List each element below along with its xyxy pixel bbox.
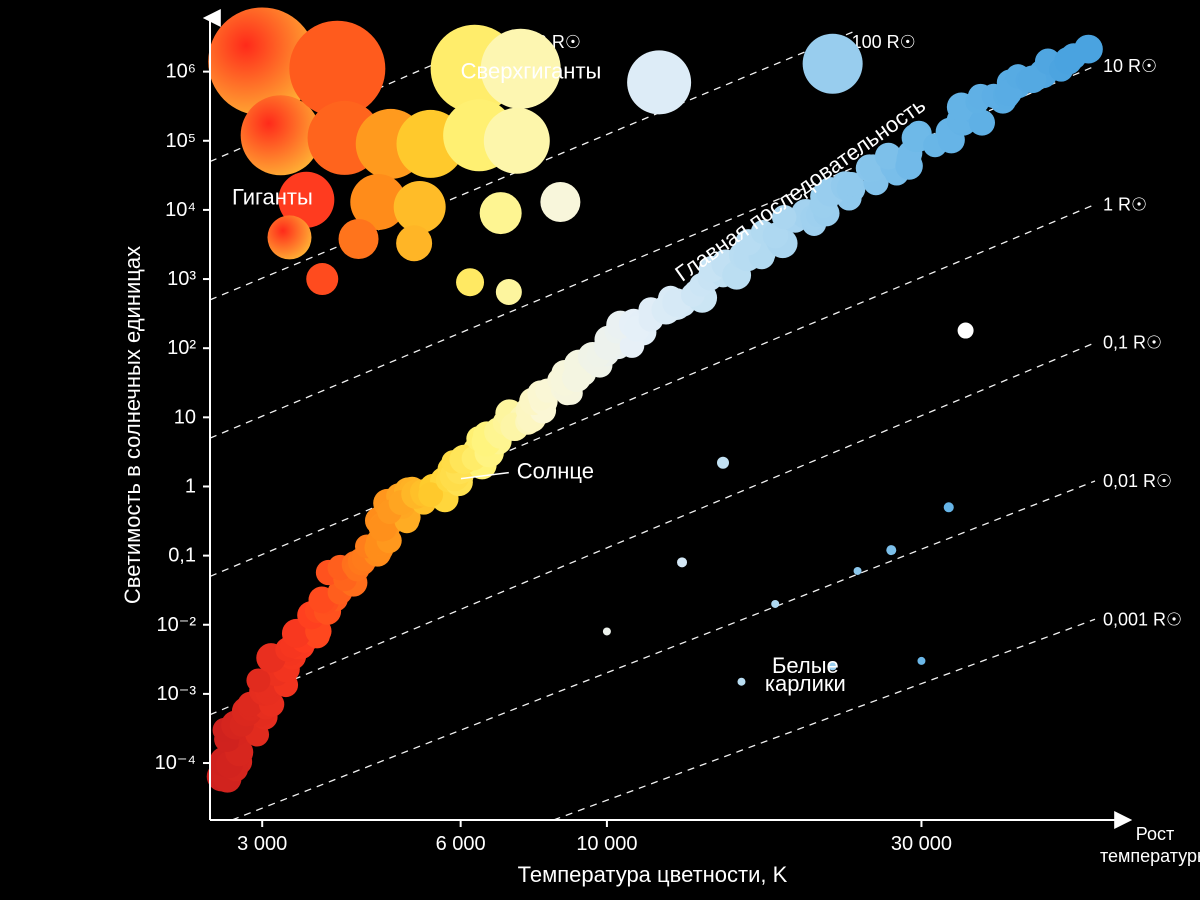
star-point xyxy=(480,192,522,234)
x-tick-label: 10 000 xyxy=(576,833,637,855)
region-label: карлики xyxy=(765,671,846,696)
x-axis-title: Температура цветности, K xyxy=(518,862,788,887)
x-tick-label: 6 000 xyxy=(436,833,486,855)
radius-line-label: 0,1 R☉ xyxy=(1103,333,1162,353)
star-point xyxy=(717,457,729,469)
star-point xyxy=(969,110,995,136)
star-point xyxy=(1074,35,1103,64)
x-tick-label: 3 000 xyxy=(237,833,287,855)
star-point xyxy=(886,545,896,555)
y-tick-label: 10 xyxy=(174,406,196,428)
star-point xyxy=(484,108,550,174)
star-point xyxy=(944,502,954,512)
star-point xyxy=(603,627,611,635)
y-tick-label: 0,1 xyxy=(168,545,196,567)
radius-line-label: 100 R☉ xyxy=(852,32,916,52)
star-point xyxy=(677,557,687,567)
star-point xyxy=(737,678,745,686)
radius-line-label: 1 R☉ xyxy=(1103,194,1147,214)
star-point xyxy=(917,657,925,665)
star-point xyxy=(394,181,446,233)
star-point xyxy=(496,279,522,305)
x-arrow-label: температуры xyxy=(1100,846,1200,866)
star-point xyxy=(396,225,432,261)
star-point xyxy=(958,323,974,339)
star-point xyxy=(246,668,270,692)
y-tick-label: 10⁴ xyxy=(165,199,196,221)
y-tick-label: 10⁶ xyxy=(166,61,196,83)
y-tick-label: 10⁻⁴ xyxy=(155,752,196,774)
radius-line-label: 0,01 R☉ xyxy=(1103,471,1172,491)
x-arrow-label: Рост xyxy=(1136,824,1174,844)
y-tick-label: 10² xyxy=(167,337,196,359)
x-tick-label: 30 000 xyxy=(891,833,952,855)
star-point xyxy=(339,219,379,259)
region-label: Солнце xyxy=(517,459,594,484)
star-point xyxy=(854,567,862,575)
y-tick-label: 10⁻³ xyxy=(157,683,197,705)
hr-diagram: 1000 R☉100 R☉10 R☉1 R☉0,1 R☉0,01 R☉0,001… xyxy=(0,0,1200,900)
y-tick-label: 10⁻² xyxy=(157,614,197,636)
star-point xyxy=(803,34,863,94)
radius-line-label: 10 R☉ xyxy=(1103,56,1157,76)
y-tick-label: 10³ xyxy=(167,268,196,290)
y-tick-label: 10⁵ xyxy=(165,130,196,152)
star-point xyxy=(456,268,484,296)
star-point xyxy=(306,263,338,295)
y-tick-label: 1 xyxy=(185,475,196,497)
y-axis-title: Светимость в солнечных единицах xyxy=(120,246,145,604)
star-point xyxy=(267,215,311,259)
region-label: Сверхгиганты xyxy=(461,58,602,83)
star-point xyxy=(627,50,691,114)
star-point xyxy=(771,600,779,608)
star-point xyxy=(540,182,580,222)
radius-line-label: 0,001 R☉ xyxy=(1103,609,1182,629)
region-label: Гиганты xyxy=(232,184,313,209)
